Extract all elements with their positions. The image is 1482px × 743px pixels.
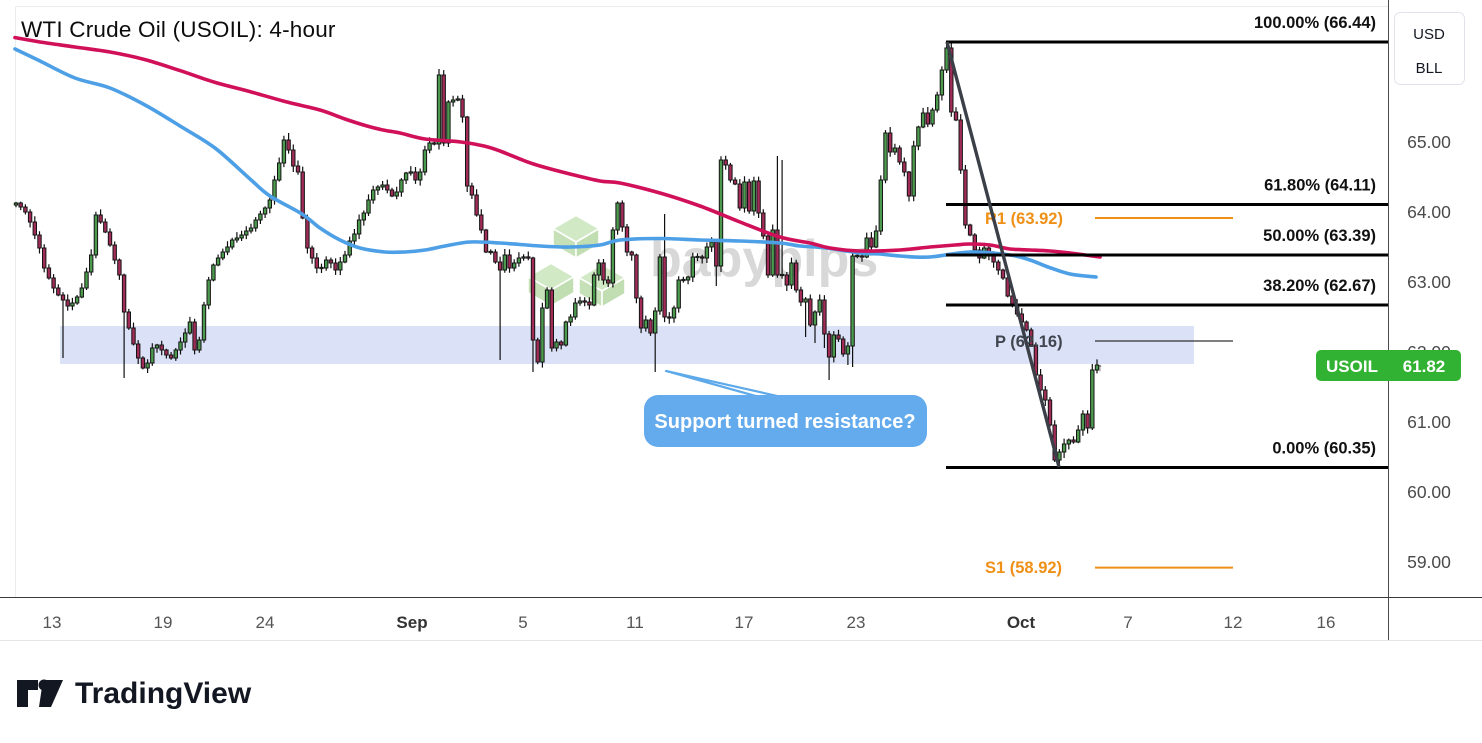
svg-text:24: 24 bbox=[256, 613, 275, 632]
svg-text:BLL: BLL bbox=[1416, 60, 1443, 77]
svg-text:19: 19 bbox=[154, 613, 173, 632]
svg-text:61.82: 61.82 bbox=[1403, 357, 1446, 376]
svg-text:11: 11 bbox=[626, 613, 644, 632]
svg-text:17: 17 bbox=[735, 613, 754, 632]
svg-text:61.00: 61.00 bbox=[1407, 412, 1451, 432]
svg-text:16: 16 bbox=[1317, 613, 1336, 632]
svg-text:USD: USD bbox=[1413, 26, 1445, 43]
svg-text:P (62.16): P (62.16) bbox=[995, 333, 1063, 351]
svg-text:59.00: 59.00 bbox=[1407, 552, 1451, 572]
svg-text:TradingView: TradingView bbox=[75, 677, 252, 710]
svg-text:13: 13 bbox=[43, 613, 62, 632]
svg-text:0.00% (60.35): 0.00% (60.35) bbox=[1272, 440, 1376, 458]
svg-text:R1 (63.92): R1 (63.92) bbox=[985, 210, 1063, 228]
svg-text:WTI Crude Oil (USOIL): 4-hour: WTI Crude Oil (USOIL): 4-hour bbox=[21, 17, 336, 42]
svg-text:Sep: Sep bbox=[396, 613, 427, 632]
svg-text:38.20% (62.67): 38.20% (62.67) bbox=[1263, 277, 1376, 295]
svg-text:7: 7 bbox=[1123, 613, 1132, 632]
svg-text:63.00: 63.00 bbox=[1407, 272, 1451, 292]
svg-text:23: 23 bbox=[847, 613, 866, 632]
svg-text:12: 12 bbox=[1224, 613, 1243, 632]
svg-text:S1 (58.92): S1 (58.92) bbox=[985, 559, 1062, 577]
svg-text:100.00% (66.44): 100.00% (66.44) bbox=[1254, 14, 1376, 32]
svg-text:5: 5 bbox=[518, 613, 527, 632]
svg-text:64.00: 64.00 bbox=[1407, 202, 1451, 222]
svg-text:61.80% (64.11): 61.80% (64.11) bbox=[1264, 177, 1376, 195]
svg-text:Oct: Oct bbox=[1007, 613, 1036, 632]
svg-text:65.00: 65.00 bbox=[1407, 132, 1451, 152]
svg-text:↑: ↑ bbox=[1097, 362, 1103, 374]
svg-text:USOIL: USOIL bbox=[1326, 357, 1378, 376]
svg-text:Support turned resistance?: Support turned resistance? bbox=[654, 411, 915, 433]
svg-text:50.00% (63.39): 50.00% (63.39) bbox=[1263, 227, 1376, 245]
svg-text:60.00: 60.00 bbox=[1407, 482, 1451, 502]
